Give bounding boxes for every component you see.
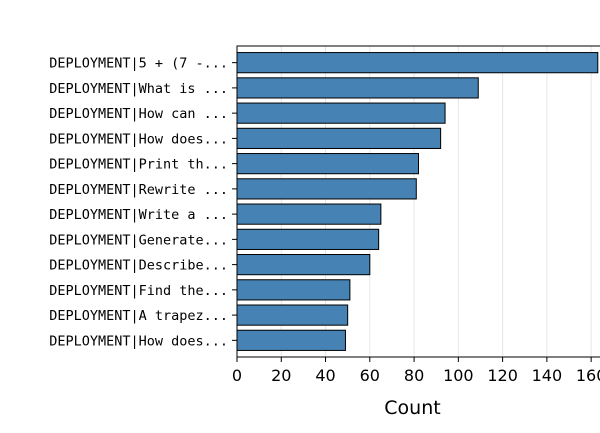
x-axis-title: Count (384, 397, 440, 419)
category-label: DEPLOYMENT|A trapez... (49, 308, 228, 324)
category-label: DEPLOYMENT|How can ... (49, 106, 228, 122)
category-label: DEPLOYMENT|5 + (7 -... (49, 56, 228, 72)
category-label: DEPLOYMENT|Generate... (49, 232, 228, 248)
bar (236, 127, 442, 149)
category-label: DEPLOYMENT|Find the... (49, 283, 228, 299)
bar (236, 228, 380, 250)
bar (236, 52, 599, 74)
bar (236, 203, 382, 225)
bar (236, 102, 446, 124)
category-label: DEPLOYMENT|Describe... (49, 258, 228, 274)
x-tick-label: 100 (443, 366, 474, 385)
bar (236, 304, 349, 326)
category-label: DEPLOYMENT|Write a ... (49, 207, 228, 223)
x-tick-label: 60 (360, 366, 380, 385)
plot-area-frame (236, 45, 600, 358)
category-label: DEPLOYMENT|What is ... (49, 81, 228, 97)
x-tick-label: 160 (576, 366, 600, 385)
x-tick-label: 0 (232, 366, 242, 385)
bar (236, 329, 346, 351)
bar (236, 279, 351, 301)
x-tick-label: 40 (315, 366, 335, 385)
x-tick-label: 140 (532, 366, 563, 385)
category-label: DEPLOYMENT|Print th... (49, 157, 228, 173)
bars (236, 52, 599, 351)
x-axis-ticks: 0 20 40 60 80 100 120 140 160 (232, 357, 600, 385)
bar (236, 178, 417, 200)
category-labels: DEPLOYMENT|5 + (7 -... DEPLOYMENT|What is… (49, 56, 237, 349)
bar (236, 77, 479, 99)
x-tick-label: 80 (404, 366, 424, 385)
bar (236, 254, 371, 276)
category-label: DEPLOYMENT|How does... (49, 131, 228, 147)
bar (236, 153, 419, 175)
category-label: DEPLOYMENT|How does... (49, 333, 228, 349)
x-tick-label: 20 (271, 366, 291, 385)
category-label: DEPLOYMENT|Rewrite ... (49, 182, 228, 198)
x-tick-label: 120 (487, 366, 518, 385)
